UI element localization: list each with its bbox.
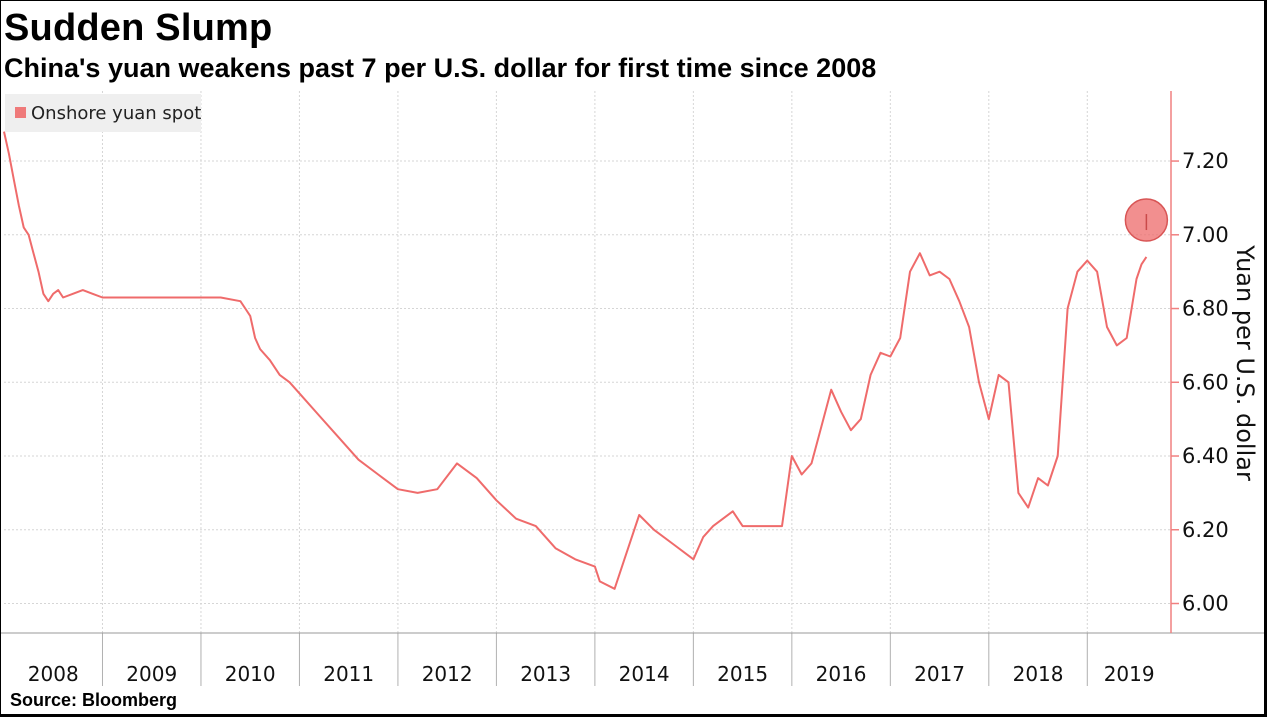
y-tick-label: 6.60 bbox=[1182, 370, 1229, 394]
gridlines bbox=[4, 91, 1171, 633]
axes bbox=[1, 91, 1264, 686]
y-tick-label: 6.40 bbox=[1182, 444, 1229, 468]
x-tick-label: 2018 bbox=[1013, 662, 1064, 686]
x-tick-label: 2015 bbox=[717, 662, 768, 686]
x-tick-label: 2008 bbox=[28, 662, 79, 686]
y-tick-label: 6.80 bbox=[1182, 297, 1229, 321]
y-tick-labels: 6.00 6.20 6.40 6.60 6.80 7.00 7.20 bbox=[1182, 149, 1229, 615]
y-tick-label: 7.00 bbox=[1182, 223, 1229, 247]
x-tick-label: 2009 bbox=[126, 662, 177, 686]
y-axis-title: Yuan per U.S. dollar bbox=[1231, 244, 1259, 481]
x-tick-label: 2012 bbox=[422, 662, 473, 686]
chart-title: Sudden Slump bbox=[4, 7, 273, 49]
x-tick-label: 2019 bbox=[1104, 662, 1155, 686]
y-tick-label: 6.00 bbox=[1182, 592, 1229, 616]
y-tick-label: 6.20 bbox=[1182, 518, 1229, 542]
x-tick-label: 2010 bbox=[225, 662, 276, 686]
legend-label: Onshore yuan spot bbox=[31, 103, 202, 124]
series-layer bbox=[3, 131, 1148, 590]
legend-swatch bbox=[15, 107, 26, 118]
legend: Onshore yuan spot bbox=[5, 94, 201, 132]
x-tick-label: 2013 bbox=[520, 662, 571, 686]
highlight-layer bbox=[1124, 198, 1169, 242]
y-tick-label: 7.20 bbox=[1182, 149, 1229, 173]
x-tick-label: 2011 bbox=[323, 662, 374, 686]
x-tick-label: 2014 bbox=[619, 662, 670, 686]
series-line bbox=[3, 131, 1148, 590]
chart-subtitle: China's yuan weakens past 7 per U.S. dol… bbox=[4, 53, 877, 83]
source-note: Source: Bloomberg bbox=[10, 690, 178, 710]
x-tick-label: 2016 bbox=[816, 662, 867, 686]
x-tick-labels: 2008 2009 2010 2011 2012 2013 2014 2015 2016 2017… bbox=[28, 662, 1155, 686]
x-tick-label: 2017 bbox=[914, 662, 965, 686]
